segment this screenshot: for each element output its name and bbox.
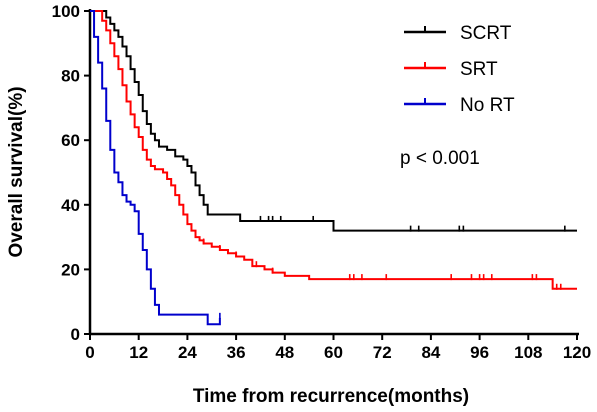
x-tick-label: 96 <box>470 343 489 362</box>
x-tick-label: 120 <box>563 343 591 362</box>
y-tick-label: 80 <box>61 67 80 86</box>
y-tick-label: 20 <box>61 260 80 279</box>
p-value-annotation: p < 0.001 <box>400 148 480 169</box>
x-tick-label: 0 <box>85 343 94 362</box>
y-axis-title: Overall survival(%) <box>6 86 27 257</box>
x-axis-title: Time from recurrence(months) <box>193 386 469 407</box>
legend-label: SCRT <box>460 23 512 44</box>
y-tick-label: 60 <box>61 131 80 150</box>
series-srt <box>90 11 577 290</box>
legend-item: SCRT <box>404 23 512 44</box>
x-tick-label: 108 <box>514 343 542 362</box>
legend-item: SRT <box>404 59 498 80</box>
x-tick-label: 24 <box>178 343 197 362</box>
x-tick-label: 48 <box>275 343 294 362</box>
y-tick-label: 0 <box>71 325 80 344</box>
ticks: 0 12 24 36 48 60 72 84 96 108 120 0 20 40 60 80 100 <box>52 2 592 362</box>
x-tick-label: 72 <box>373 343 392 362</box>
legend-item: No RT <box>404 95 515 116</box>
y-tick-label: 40 <box>61 196 80 215</box>
legend-label: SRT <box>460 59 498 80</box>
survival-curve <box>90 11 577 289</box>
legend: SCRT SRT No RT <box>404 23 515 116</box>
x-tick-label: 60 <box>324 343 343 362</box>
y-tick-label: 100 <box>52 2 80 21</box>
legend-label: No RT <box>460 95 515 116</box>
series-scrt <box>90 11 577 232</box>
series-lines <box>90 11 577 324</box>
x-tick-label: 36 <box>227 343 246 362</box>
x-tick-label: 84 <box>421 343 440 362</box>
x-tick-label: 12 <box>129 343 148 362</box>
